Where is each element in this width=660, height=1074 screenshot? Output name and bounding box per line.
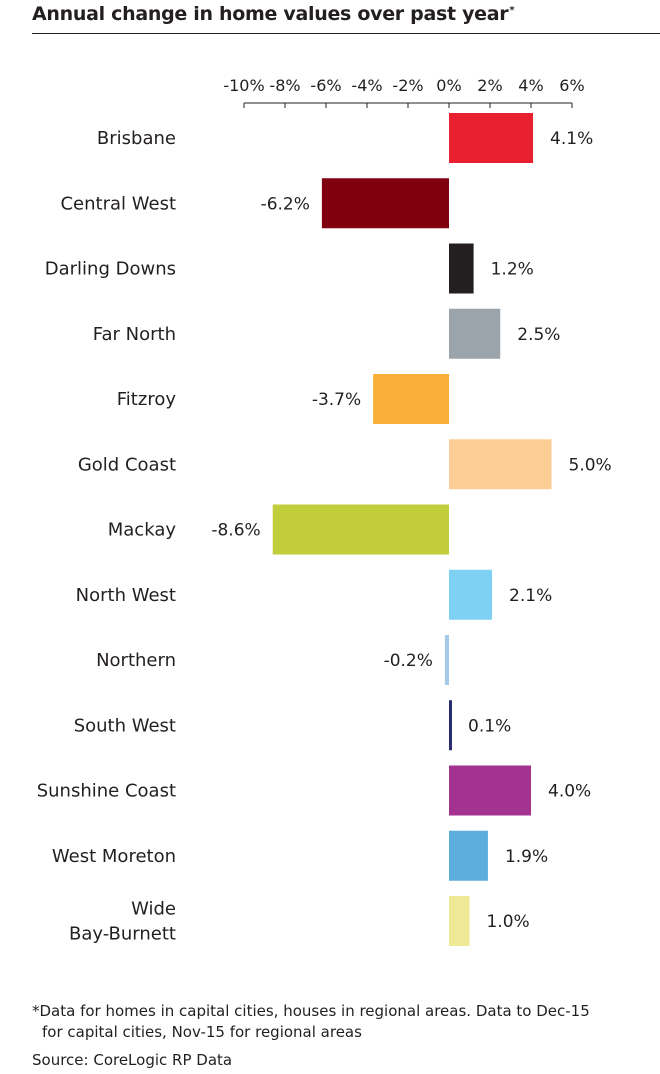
category-label: Gold Coast [78,454,176,475]
x-tick-label: 6% [559,76,584,95]
bars: 4.1% Brisbane -6.2% Central West 1.2% Darling… [37,113,612,946]
bar-12 [449,896,470,946]
bar-10 [449,765,531,816]
category-label: Central West [60,193,176,214]
title-rule [32,33,660,34]
value-label: 2.1% [509,586,552,606]
bar-chart: -10% -8% -6% -4% -2% 0% 2% 4% 6% 4.1% Brisbane -6.… [37,76,612,946]
value-label: 0.1% [468,716,511,736]
value-label: -3.7% [312,390,361,410]
value-label: 4.1% [550,129,593,149]
category-label: Darling Downs [45,259,176,280]
bar-4 [373,374,449,424]
bar-0 [449,113,534,163]
category-label: Fitzroy [117,389,177,410]
bar-7 [449,569,493,620]
category-label: Far North [93,324,176,345]
category-label: West Moreton [52,846,176,867]
value-label: 1.0% [487,912,530,932]
value-label: 1.9% [505,847,548,867]
title-footnote-marker: * [509,4,515,16]
category-label: Wide Bay-Burnett [69,899,176,945]
bar-11 [449,830,488,881]
value-label: 1.2% [491,260,534,280]
bar-5 [449,439,552,490]
value-label: 5.0% [569,455,612,475]
category-label: Northern [96,650,176,671]
category-label: Mackay [108,520,177,541]
x-tick-label: -8% [269,76,300,95]
value-label: -0.2% [384,651,433,671]
bar-3 [449,308,501,359]
value-label: -8.6% [211,521,260,541]
bar-1 [321,178,449,229]
x-tick-label: -6% [310,76,341,95]
footnote-line-1: *Data for homes in capital cities, house… [32,1002,590,1020]
source-note: Source: CoreLogic RP Data [32,1051,233,1069]
x-tick-label: -2% [392,76,423,95]
bar-8 [444,635,449,685]
category-label: North West [76,585,176,606]
value-label: 4.0% [548,782,591,802]
x-tick-label: 2% [477,76,502,95]
value-label: 2.5% [517,325,560,345]
x-tick-label: 0% [436,76,461,95]
x-tick-label: 4% [518,76,543,95]
category-label: Sunshine Coast [37,781,176,802]
x-tick-label: -10% [223,76,264,95]
footnote-line-2: for capital cities, Nov-15 for regional … [42,1023,362,1041]
bar-2 [449,243,474,294]
chart-title: Annual change in home values over past y… [32,3,515,25]
value-label: -6.2% [261,194,310,214]
category-label: Brisbane [97,128,176,149]
x-axis: -10% -8% -6% -4% -2% 0% 2% 4% 6% [223,76,585,108]
bar-9 [449,700,452,751]
x-tick-label: -4% [351,76,382,95]
category-label: South West [74,715,176,736]
bar-6 [272,504,449,555]
